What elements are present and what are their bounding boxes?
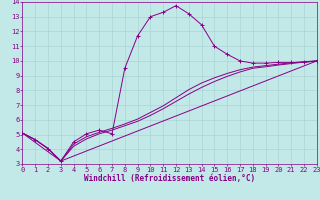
X-axis label: Windchill (Refroidissement éolien,°C): Windchill (Refroidissement éolien,°C) [84,174,255,183]
